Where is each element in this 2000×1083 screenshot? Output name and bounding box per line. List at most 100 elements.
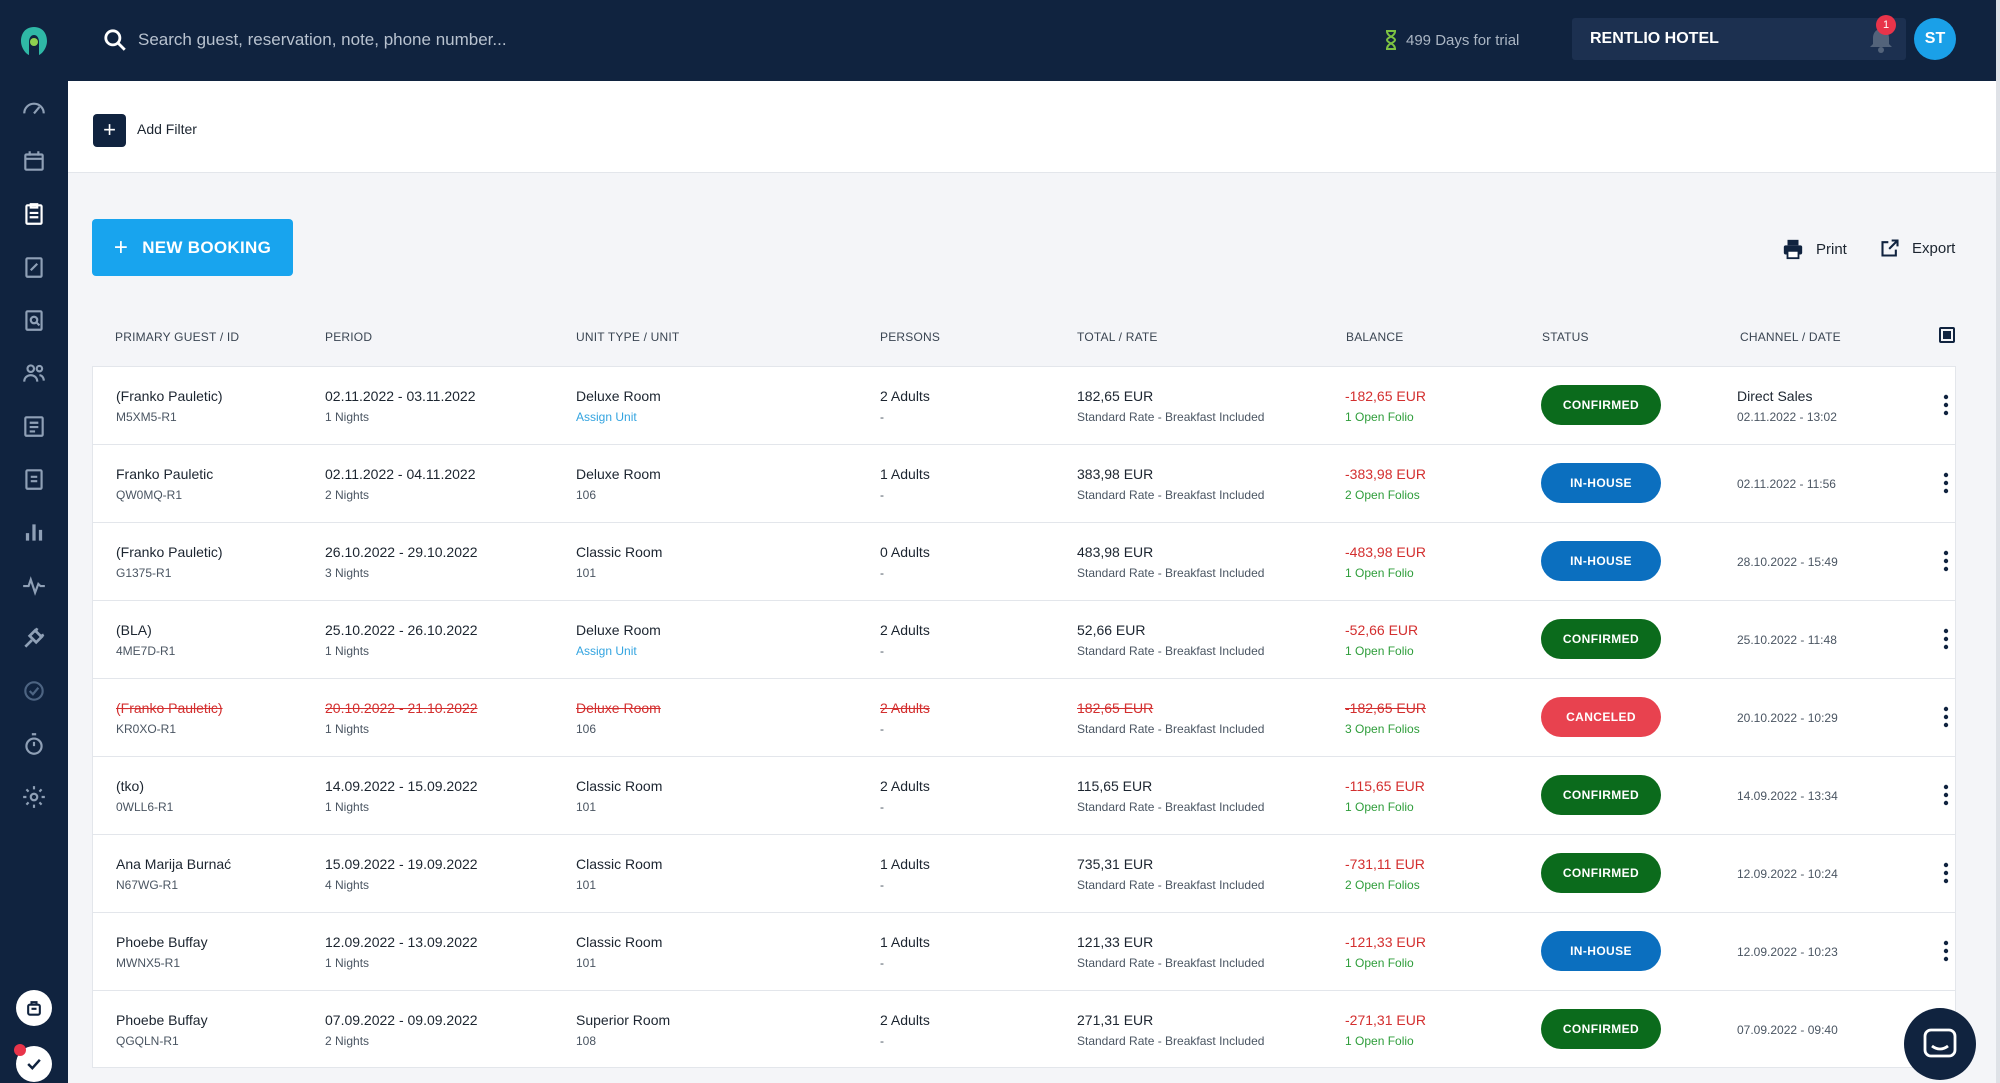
hotel-select[interactable]: RENTLIO HOTEL (1572, 18, 1906, 60)
unit[interactable]: Assign Unit (576, 644, 637, 658)
table-row[interactable]: (tko) 0WLL6-R1 14.09.2022 - 15.09.2022 1… (92, 756, 1956, 834)
reservation-id: KR0XO-R1 (116, 722, 177, 736)
new-booking-button[interactable]: + NEW BOOKING (92, 219, 293, 276)
table-row[interactable]: (Franko Pauletic) M5XM5-R1 02.11.2022 - … (92, 366, 1956, 444)
open-folio-link[interactable]: 2 Open Folios (1345, 488, 1420, 502)
table-row[interactable]: (BLA) 4ME7D-R1 25.10.2022 - 26.10.2022 1… (92, 600, 1956, 678)
invoices-icon[interactable] (20, 412, 48, 440)
table-row[interactable]: Franko Pauletic QW0MQ-R1 02.11.2022 - 04… (92, 444, 1956, 522)
activity-icon[interactable] (20, 571, 48, 599)
guest-name[interactable]: Franko Pauletic (116, 466, 214, 482)
open-folio-link[interactable]: 1 Open Folio (1345, 956, 1414, 970)
open-folio-link[interactable]: 1 Open Folio (1345, 800, 1414, 814)
open-folio-link[interactable]: 1 Open Folio (1345, 644, 1414, 658)
user-avatar[interactable]: ST (1914, 18, 1956, 60)
row-menu-icon[interactable] (1943, 472, 1949, 494)
reservations-icon[interactable] (20, 200, 48, 228)
balance: -271,31 EUR (1345, 1012, 1426, 1028)
column-header-status[interactable]: STATUS (1542, 330, 1589, 344)
persons-sub: - (880, 800, 884, 814)
filter-bar: + Add Filter (68, 81, 1996, 173)
plus-icon: + (113, 233, 129, 261)
booking-date: 14.09.2022 - 13:34 (1737, 789, 1838, 803)
checklist-icon[interactable] (14, 1044, 52, 1082)
table-row[interactable]: Phoebe Buffay QGQLN-R1 07.09.2022 - 09.0… (92, 990, 1956, 1068)
chat-launcher[interactable] (1904, 1008, 1976, 1080)
open-folio-link[interactable]: 2 Open Folios (1345, 878, 1420, 892)
check-circle-icon[interactable] (20, 677, 48, 705)
column-header-channel[interactable]: CHANNEL / DATE (1740, 330, 1841, 344)
help-bag-icon[interactable] (16, 990, 52, 1026)
open-folio-link[interactable]: 3 Open Folios (1345, 722, 1420, 736)
sidebar (0, 0, 68, 1083)
row-menu-icon[interactable] (1943, 550, 1949, 572)
guest-name[interactable]: (BLA) (116, 622, 152, 638)
guest-name[interactable]: (Franko Pauletic) (116, 544, 223, 560)
column-header-persons[interactable]: PERSONS (880, 330, 941, 344)
period: 07.09.2022 - 09.09.2022 (325, 1012, 478, 1028)
timer-icon[interactable] (20, 730, 48, 758)
row-menu-icon[interactable] (1943, 940, 1949, 962)
row-menu-icon[interactable] (1943, 706, 1949, 728)
statistics-icon[interactable] (20, 518, 48, 546)
guest-name[interactable]: (Franko Pauletic) (116, 700, 223, 716)
row-menu-icon[interactable] (1943, 784, 1949, 806)
booking-date: 02.11.2022 - 11:56 (1737, 477, 1836, 491)
search-input[interactable] (138, 22, 838, 58)
nights: 2 Nights (325, 488, 370, 502)
row-menu-icon[interactable] (1943, 862, 1949, 884)
period: 14.09.2022 - 15.09.2022 (325, 778, 478, 794)
balance: -182,65 EUR (1345, 700, 1426, 716)
open-folio-link[interactable]: 1 Open Folio (1345, 566, 1414, 580)
add-filter-label[interactable]: Add Filter (137, 121, 197, 137)
chat-icon (1923, 1028, 1957, 1058)
column-header-balance[interactable]: BALANCE (1346, 330, 1404, 344)
guest-name[interactable]: Phoebe Buffay (116, 1012, 208, 1028)
guest-name[interactable]: Phoebe Buffay (116, 934, 208, 950)
guest-name[interactable]: (Franko Pauletic) (116, 388, 223, 404)
integrations-icon[interactable] (20, 624, 48, 652)
column-header-period[interactable]: PERIOD (325, 330, 373, 344)
period: 02.11.2022 - 04.11.2022 (325, 466, 476, 482)
page-scrollbar[interactable] (1996, 0, 2000, 1083)
guests-icon[interactable] (20, 359, 48, 387)
unit-type: Superior Room (576, 1012, 671, 1028)
row-menu-icon[interactable] (1943, 394, 1949, 416)
persons: 1 Adults (880, 466, 930, 482)
dashboard-icon[interactable] (20, 94, 48, 122)
status-badge: CONFIRMED (1541, 853, 1661, 893)
table-row[interactable]: Ana Marija Burnać N67WG-R1 15.09.2022 - … (92, 834, 1956, 912)
unit-type: Deluxe Room (576, 700, 661, 716)
table-row[interactable]: (Franko Pauletic) G1375-R1 26.10.2022 - … (92, 522, 1956, 600)
persons-sub: - (880, 488, 884, 502)
print-button[interactable]: Print (1782, 238, 1847, 260)
persons-sub: - (880, 566, 884, 580)
calendar-icon[interactable] (20, 147, 48, 175)
add-filter-button[interactable]: + (93, 114, 126, 147)
nights: 1 Nights (325, 722, 370, 736)
guest-search-icon[interactable] (20, 306, 48, 334)
guest-name[interactable]: Ana Marija Burnać (116, 856, 232, 872)
select-all-checkbox[interactable] (1939, 327, 1955, 343)
column-header-total[interactable]: TOTAL / RATE (1077, 330, 1158, 344)
status-badge: CONFIRMED (1541, 775, 1661, 815)
rate: Standard Rate - Breakfast Included (1077, 644, 1265, 658)
guest-name[interactable]: (tko) (116, 778, 144, 794)
table-row[interactable]: (Franko Pauletic) KR0XO-R1 20.10.2022 - … (92, 678, 1956, 756)
unit[interactable]: Assign Unit (576, 410, 637, 424)
reservation-id: QW0MQ-R1 (116, 488, 182, 502)
column-header-unit[interactable]: UNIT TYPE / UNIT (576, 330, 680, 344)
tasks-icon[interactable] (20, 253, 48, 281)
open-folio-link[interactable]: 1 Open Folio (1345, 1034, 1414, 1048)
column-header-guest[interactable]: PRIMARY GUEST / ID (115, 330, 240, 344)
table-row[interactable]: Phoebe Buffay MWNX5-R1 12.09.2022 - 13.0… (92, 912, 1956, 990)
open-folio-link[interactable]: 1 Open Folio (1345, 410, 1414, 424)
status-badge: CONFIRMED (1541, 385, 1661, 425)
reports-icon[interactable] (20, 465, 48, 493)
rate: Standard Rate - Breakfast Included (1077, 800, 1265, 814)
period: 02.11.2022 - 03.11.2022 (325, 388, 476, 404)
row-menu-icon[interactable] (1943, 628, 1949, 650)
settings-gear-icon[interactable] (20, 783, 48, 811)
rentlio-logo-icon[interactable] (17, 24, 51, 58)
export-button[interactable]: Export (1880, 238, 1955, 258)
